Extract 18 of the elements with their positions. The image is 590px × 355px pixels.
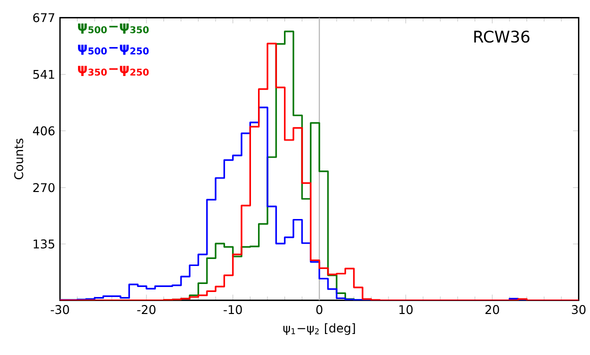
y-tick-label: 135 (34, 239, 54, 249)
x-axis-title: ψ$_{1}$−ψ$_{2}$ [deg] (283, 323, 355, 335)
text: ψ$_{500}$−ψ$_{250}$ (78, 44, 149, 55)
annotation: RCW36 (474, 30, 530, 43)
text: ψ$_{350}$−ψ$_{250}$ (78, 66, 149, 76)
y-tick-label: 270 (33, 183, 54, 192)
x-tick-label: -30 (50, 305, 70, 314)
x-tick-label: 10 (399, 305, 413, 314)
x-tick-label: -10 (224, 305, 242, 314)
x-tick-label: 0 (316, 305, 322, 314)
y-tick-label: 541 (33, 70, 54, 79)
y-tick-label: 406 (32, 126, 55, 136)
x-tick-label: 20 (485, 305, 500, 314)
y-axis-title: Counts (14, 138, 24, 180)
y-tick-label: 677 (33, 13, 54, 22)
text: ψ$_{500}$−ψ$_{350}$ (78, 24, 149, 34)
x-tick-label: -20 (137, 305, 156, 314)
x-tick-label: 30 (572, 305, 586, 314)
